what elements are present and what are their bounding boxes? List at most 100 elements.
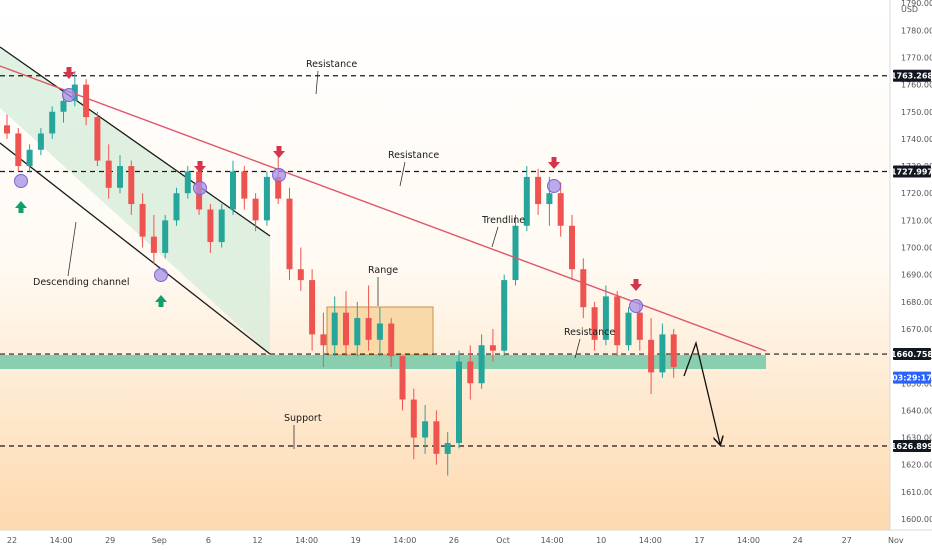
- level-tag-label: 1727.997: [891, 167, 932, 176]
- red-down-arrow-icon: [630, 279, 642, 291]
- candle-body: [467, 361, 474, 384]
- red-down-arrow-icon: [63, 67, 75, 79]
- candle: [105, 144, 112, 199]
- y-tick-label: 1760.00: [901, 81, 932, 90]
- candle-body: [207, 209, 214, 243]
- candle-body: [636, 312, 643, 340]
- candles: [4, 71, 677, 476]
- candle-body: [614, 296, 621, 346]
- leader-trendline: [491, 226, 499, 248]
- y-tick-label: 1750.00: [901, 108, 932, 117]
- candle: [60, 95, 67, 123]
- candle: [535, 168, 542, 215]
- y-tick-label: 1700.00: [901, 244, 932, 253]
- projection-path: [683, 340, 720, 444]
- y-tick-label: 1680.00: [901, 298, 932, 307]
- x-tick-label: 29: [105, 536, 115, 545]
- leader-resistance-top: [315, 70, 319, 95]
- candle-body: [173, 193, 180, 221]
- candle-body: [128, 166, 135, 205]
- y-tick-label: 1790.00: [901, 0, 932, 8]
- level-tag-label: 1626.899: [891, 442, 932, 451]
- sell-arrows: [63, 67, 642, 291]
- candle: [444, 432, 451, 476]
- touch-point: [193, 181, 207, 195]
- candle: [354, 301, 361, 357]
- candle-body: [399, 356, 406, 400]
- y-tick-label: 1650.00: [901, 379, 932, 388]
- annotation-support: Support: [284, 413, 322, 424]
- y-tick-label: 1780.00: [901, 26, 932, 35]
- candle: [343, 290, 349, 357]
- candle: [15, 128, 22, 172]
- touch-point: [62, 88, 76, 102]
- level-tag-label: 1763.268: [891, 72, 932, 81]
- y-tick-label: 1690.00: [901, 271, 932, 280]
- candle-body: [546, 193, 553, 205]
- candle: [309, 269, 316, 351]
- candle-body: [602, 296, 609, 340]
- candle: [162, 214, 169, 259]
- candle: [625, 307, 632, 351]
- x-tick-label: 22: [7, 536, 17, 545]
- x-tick-label: 10: [596, 536, 606, 545]
- y-tick-label: 1610.00: [901, 488, 932, 497]
- candle-body: [557, 193, 564, 226]
- candle-body: [433, 421, 440, 454]
- candle: [230, 160, 236, 215]
- y-tick-label: 1630.00: [901, 434, 932, 443]
- candle-body: [376, 323, 383, 340]
- candle: [252, 193, 259, 232]
- candle-body: [252, 198, 259, 221]
- candle: [410, 388, 417, 460]
- candle-body: [230, 171, 236, 210]
- candle: [523, 166, 530, 232]
- candle: [569, 214, 575, 281]
- channel-upper-line: [0, 46, 271, 237]
- price-axis-background: [890, 0, 932, 550]
- candle: [501, 274, 508, 357]
- candle-body: [343, 312, 349, 346]
- candle: [83, 79, 90, 126]
- annotation-descending-channel: Descending channel: [33, 277, 130, 288]
- candle-body: [162, 220, 169, 253]
- price-tags: 1763.268 1727.997 1660.758 1626.899 03:29:17: [891, 69, 932, 452]
- candle-body: [286, 198, 293, 270]
- x-tick-label: 24: [793, 536, 803, 545]
- candle: [512, 214, 519, 286]
- x-tick-label: 19: [351, 536, 361, 545]
- candle-body: [4, 125, 10, 134]
- touch-point: [272, 168, 286, 182]
- y-tick-label: 1670.00: [901, 325, 932, 334]
- green-up-arrow-icon: [15, 201, 27, 213]
- candle-body: [659, 334, 666, 373]
- candle: [139, 193, 146, 248]
- x-tick-label: 14:00: [737, 536, 760, 545]
- touch-point: [154, 268, 168, 282]
- candle: [602, 285, 609, 346]
- candle-body: [105, 160, 112, 188]
- annotation-resistance-top: Resistance: [306, 59, 357, 70]
- support-zone-band: [0, 355, 766, 369]
- touch-point: [629, 299, 643, 313]
- candle-body: [591, 307, 598, 340]
- candle: [94, 111, 101, 167]
- y-tick-label: 1720.00: [901, 189, 932, 198]
- candle: [580, 258, 587, 319]
- candle-body: [478, 345, 485, 384]
- x-tick-label: 14:00: [295, 536, 318, 545]
- candle: [399, 356, 406, 411]
- candle: [591, 301, 598, 351]
- candle: [241, 166, 248, 210]
- x-tick-label: Oct: [496, 536, 510, 545]
- candle-body: [512, 225, 519, 281]
- time-axis: 22 14:00 29 Sep 6 12 14:00 19 14:00 26 Oct 14:00 10 1…: [7, 536, 904, 545]
- candle-body: [26, 149, 33, 167]
- candle: [4, 114, 10, 139]
- annotation-labels: Resistance Resistance Trendline Range De…: [33, 59, 615, 424]
- candle: [659, 323, 666, 378]
- candle-body: [580, 269, 587, 308]
- candle: [331, 296, 338, 357]
- candle-body: [60, 100, 67, 112]
